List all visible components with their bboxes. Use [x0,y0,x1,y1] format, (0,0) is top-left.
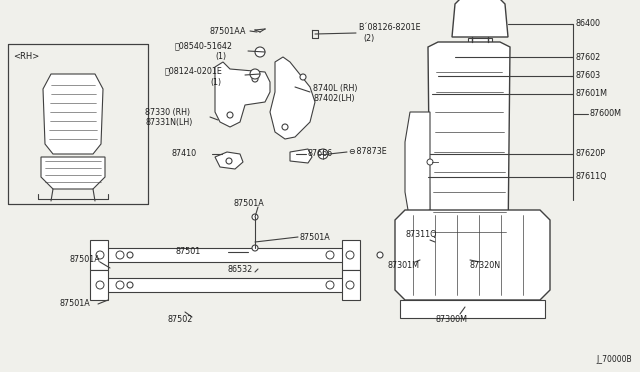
Polygon shape [395,210,550,300]
Text: B´08126-8201E: B´08126-8201E [358,23,420,32]
Text: 87501A: 87501A [300,232,331,241]
Bar [90,240,108,270]
Text: 87603: 87603 [576,71,601,80]
Text: (2): (2) [363,35,374,44]
Circle shape [346,281,354,289]
Polygon shape [405,112,430,222]
Text: 87602: 87602 [576,52,601,61]
Text: 87301M: 87301M [388,260,420,269]
Bar [400,300,545,318]
Circle shape [226,158,232,164]
Circle shape [326,281,334,289]
Text: 87502: 87502 [168,315,193,324]
Text: 87501AA: 87501AA [210,26,246,35]
Polygon shape [43,74,103,154]
Circle shape [116,251,124,259]
Circle shape [255,47,265,57]
Text: ⊖ 87873E: ⊖ 87873E [349,148,387,157]
Text: 87501: 87501 [175,247,200,257]
Text: 87600M: 87600M [590,109,622,119]
Text: 87666: 87666 [308,150,333,158]
Circle shape [428,210,432,214]
Text: 87410: 87410 [172,150,197,158]
Circle shape [318,149,328,159]
Text: 87330 (RH): 87330 (RH) [145,108,190,116]
Text: J_70000B: J_70000B [596,355,632,364]
Text: 8740L (RH): 8740L (RH) [313,83,358,93]
Text: 87501A: 87501A [70,254,100,263]
Circle shape [282,124,288,130]
Circle shape [326,251,334,259]
Circle shape [227,112,233,118]
Text: (1): (1) [215,52,226,61]
Bar [8,44,148,204]
Text: 86532: 86532 [227,264,252,273]
Text: Ⓜ08540-51642: Ⓜ08540-51642 [175,42,233,51]
Bar [95,278,355,292]
Circle shape [252,76,258,82]
Polygon shape [452,0,508,37]
Polygon shape [41,157,105,189]
Text: 87501A: 87501A [60,299,91,308]
Circle shape [96,251,104,259]
Circle shape [346,251,354,259]
Bar [95,248,355,262]
Circle shape [116,281,124,289]
Circle shape [127,282,133,288]
Text: 87402(LH): 87402(LH) [313,94,355,103]
Bar [342,270,360,300]
Polygon shape [215,152,243,169]
Text: 86400: 86400 [576,19,601,29]
Text: 87300M: 87300M [435,315,467,324]
Text: ⒲08124-0201E: ⒲08124-0201E [165,67,223,76]
Circle shape [250,69,260,79]
Circle shape [252,214,258,220]
Polygon shape [270,57,315,139]
Circle shape [252,245,258,251]
Circle shape [377,252,383,258]
Circle shape [96,281,104,289]
Text: <RH>: <RH> [13,52,39,61]
Circle shape [427,159,433,165]
Bar [90,270,108,300]
Polygon shape [428,42,510,254]
Text: 87320N: 87320N [470,260,501,269]
Circle shape [426,223,434,231]
Polygon shape [215,62,270,127]
Text: 87331N(LH): 87331N(LH) [145,119,193,128]
Circle shape [127,252,133,258]
Text: 87311Q: 87311Q [405,230,436,238]
Polygon shape [290,149,312,163]
Bar [342,240,360,270]
Text: 87501A: 87501A [233,199,264,208]
Text: 87601M: 87601M [576,90,608,99]
Bar [468,38,492,50]
Text: (1): (1) [210,77,221,87]
Text: 87620P: 87620P [576,150,606,158]
Text: 87611Q: 87611Q [576,173,607,182]
Circle shape [300,74,306,80]
